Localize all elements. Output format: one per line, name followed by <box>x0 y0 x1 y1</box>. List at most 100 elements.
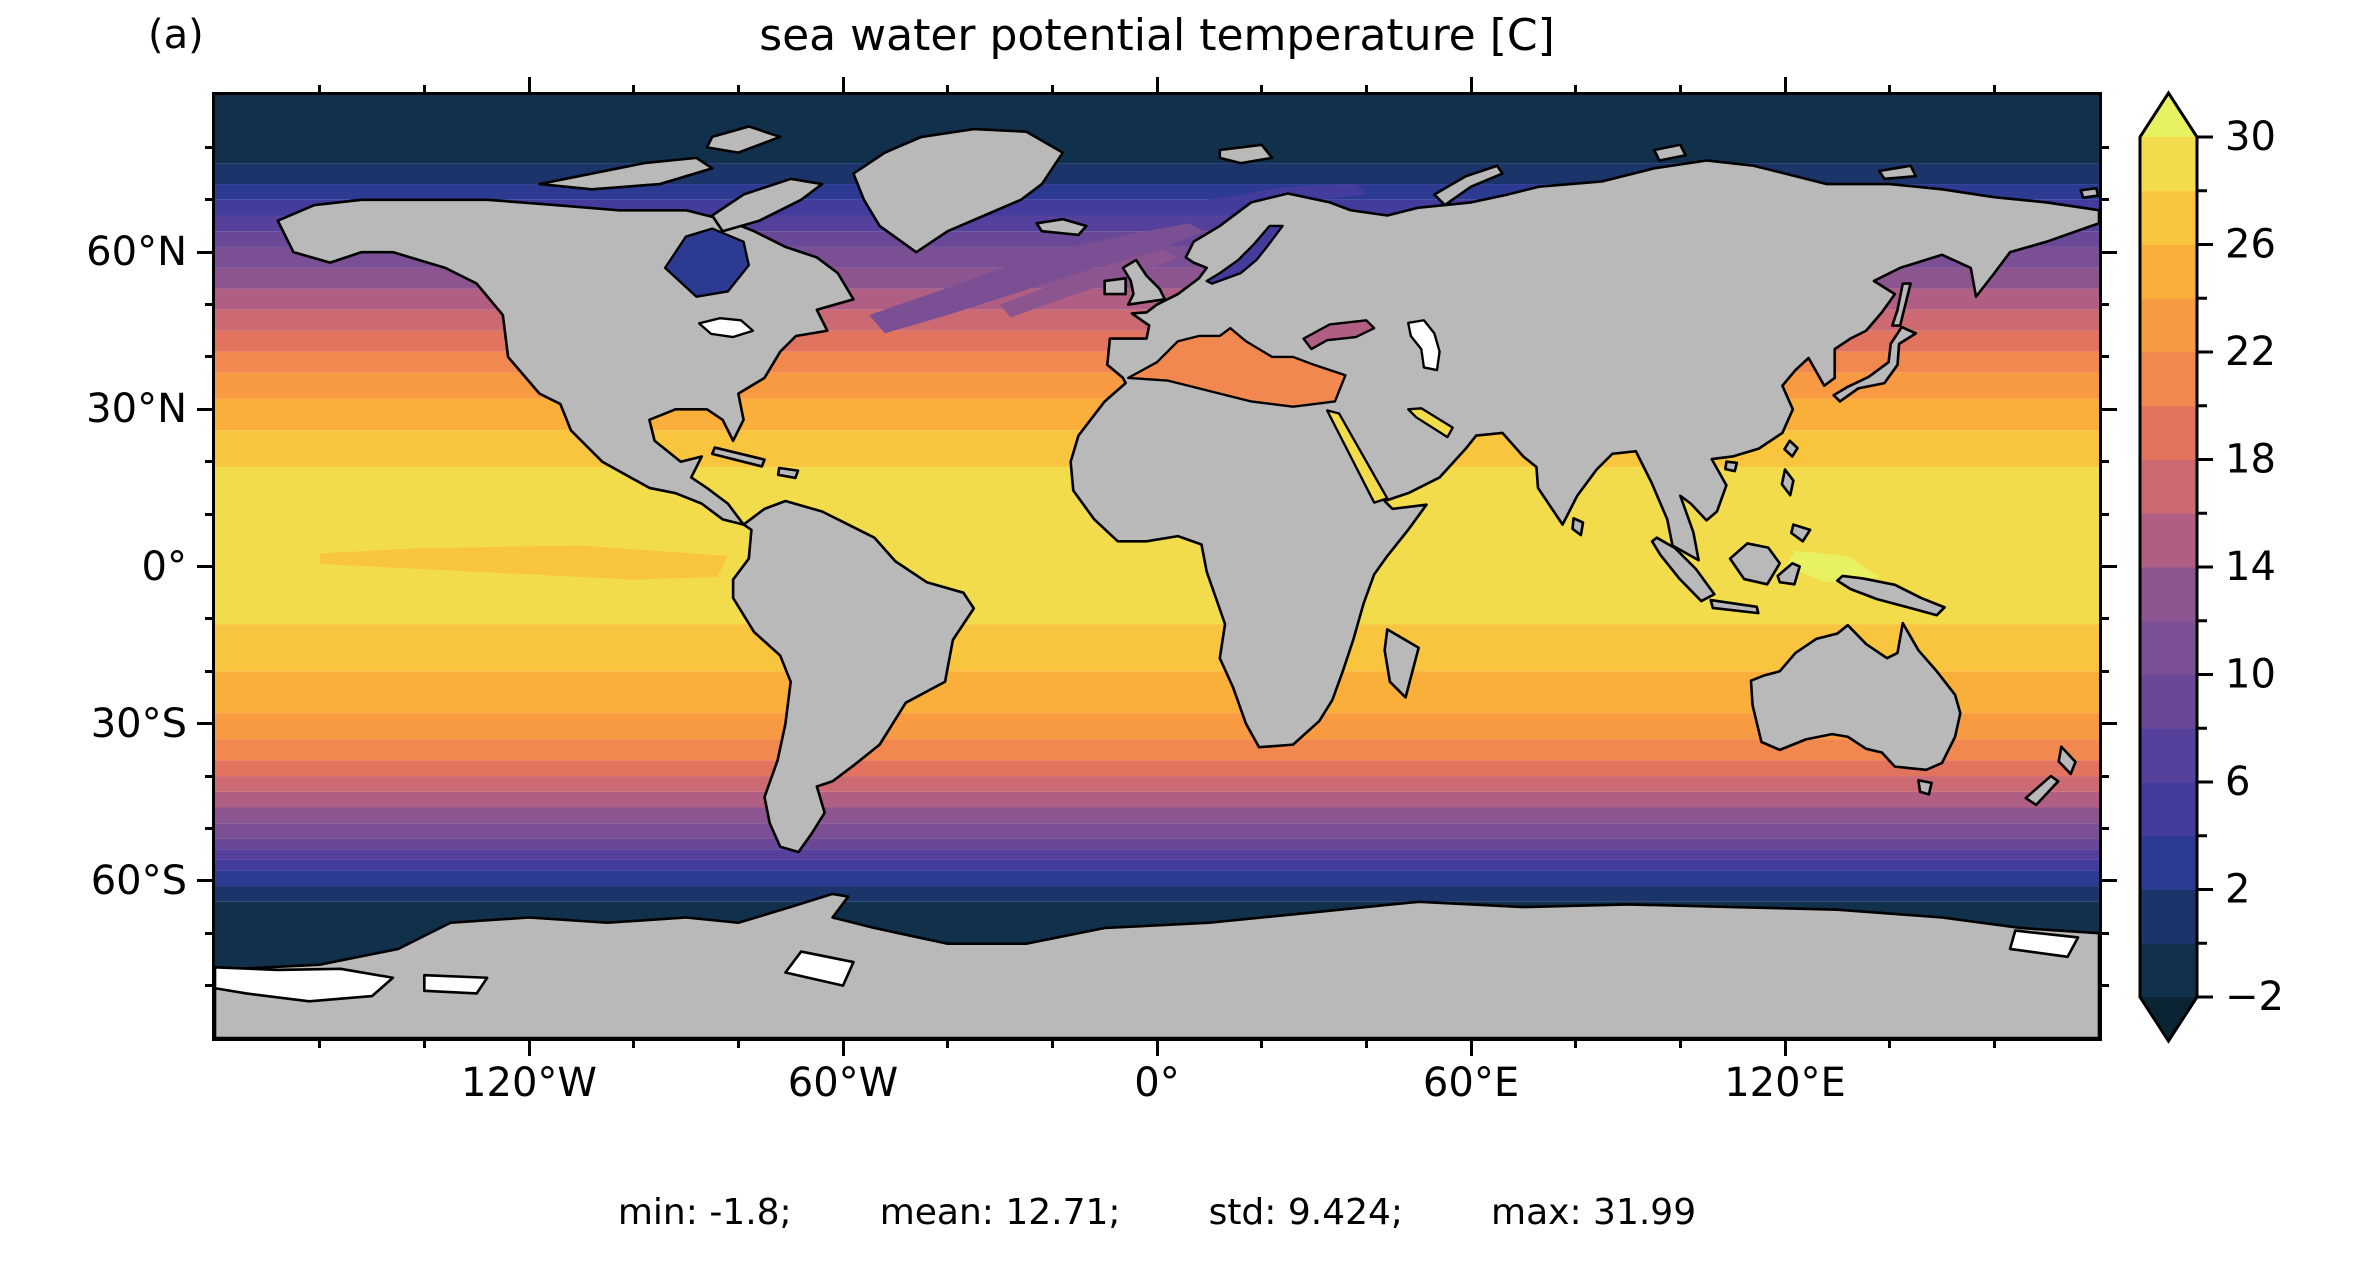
novaya-zemlya <box>1433 164 1504 207</box>
colorbar-tick-labels: 30 26 22 18 14 10 6 2 −2 <box>2225 114 2284 1020</box>
ocean-band <box>215 807 2099 824</box>
ross-ice-shelf-west <box>215 965 395 1003</box>
stat-std: std: 9.424; <box>1208 1192 1404 1233</box>
caspian-sea <box>1407 319 1441 372</box>
land-masses <box>215 125 2099 1038</box>
canadian-arctic-islands <box>538 156 714 191</box>
axis-tick <box>205 303 215 307</box>
mediterranean-sea <box>1127 326 1347 408</box>
x-tick-label: 0° <box>1134 1060 1180 1106</box>
greenland <box>852 127 1065 254</box>
axis-tick <box>2099 984 2109 988</box>
stat-max: max: 31.99 <box>1491 1192 1697 1233</box>
luzon <box>1780 468 1795 497</box>
axis-tick <box>1783 77 1787 95</box>
axis-tick <box>1783 1038 1787 1056</box>
x-tick-label: 60°W <box>787 1060 899 1106</box>
axis-tick <box>205 617 215 621</box>
y-tick-label: 60°S <box>90 857 187 904</box>
colorbar-tick-label: 10 <box>2225 652 2276 698</box>
east-pacific-cold-tongue <box>319 545 728 580</box>
axis-tick <box>841 77 845 95</box>
colorbar-band <box>2140 298 2197 353</box>
axis-tick <box>318 85 322 95</box>
colorbar-ticks <box>2197 135 2213 999</box>
colorbar-band <box>2140 943 2197 998</box>
ocean-band <box>215 95 2099 164</box>
eurasia-africa <box>1069 159 2099 749</box>
axis-tick <box>197 722 215 726</box>
taiwan <box>1783 439 1799 458</box>
colorbar-tick-label: 14 <box>2225 544 2276 590</box>
colorbar-band <box>2140 674 2197 729</box>
axis-tick <box>318 1038 322 1048</box>
axis-tick <box>1469 77 1473 95</box>
colorbar-band <box>2140 567 2197 622</box>
axis-tick <box>1469 1038 1473 1056</box>
red-sea <box>1325 409 1389 504</box>
severnaya-zemlya <box>1652 143 1687 162</box>
axis-tick <box>1888 1038 1892 1048</box>
x-tick-label: 120°W <box>461 1060 597 1106</box>
axis-tick <box>205 460 215 464</box>
axis-tick <box>1155 77 1159 95</box>
ocean-band <box>215 838 2099 850</box>
axis-tick <box>527 1038 531 1056</box>
axis-tick <box>946 85 950 95</box>
axis-tick <box>1260 85 1264 95</box>
ellesmere-island <box>705 125 782 154</box>
sakhalin <box>1890 282 1912 327</box>
hudson-bay <box>663 227 750 298</box>
axis-tick <box>632 85 636 95</box>
axis-tick <box>2099 198 2109 202</box>
colorbar-tick-label: 30 <box>2225 114 2276 160</box>
wrangel-island <box>2079 186 2099 199</box>
axis-tick <box>2099 303 2109 307</box>
axis-tick <box>197 565 215 568</box>
axis-tick <box>1678 1038 1682 1048</box>
sumatra <box>1650 536 1716 603</box>
ross-ice-shelf-east <box>2008 929 2080 959</box>
y-tick-label: 30°N <box>86 386 187 433</box>
axis-tick <box>205 826 215 830</box>
svalbard <box>1218 143 1274 165</box>
axis-tick <box>2099 512 2109 516</box>
colorbar-band <box>2140 513 2197 568</box>
ocean-band <box>215 760 2099 777</box>
axis-tick <box>205 931 215 935</box>
colorbar-band <box>2140 244 2197 299</box>
great-lakes <box>697 316 755 339</box>
axis-tick <box>197 407 215 411</box>
axis-tick <box>205 512 215 516</box>
axis-tick <box>2099 407 2117 411</box>
ocean-band <box>215 870 2099 887</box>
axis-tick <box>2099 826 2109 830</box>
new-zealand-south <box>2024 774 2060 807</box>
madagascar <box>1383 628 1420 699</box>
ireland <box>1103 277 1127 296</box>
axis-tick <box>205 669 215 673</box>
borneo <box>1728 542 1782 586</box>
axis-tick <box>197 879 215 883</box>
colorbar-shape <box>2140 997 2197 1041</box>
axis-tick <box>736 85 740 95</box>
ronne-ice-shelf <box>784 950 855 987</box>
axis-tick <box>197 250 215 254</box>
axis-tick <box>1992 85 1996 95</box>
baltic-sea <box>1205 224 1284 285</box>
axis-tick <box>2099 250 2117 254</box>
axis-tick <box>1155 1038 1159 1056</box>
stat-min: min: -1.8; <box>617 1192 792 1233</box>
colorbar-band <box>2140 782 2197 837</box>
japan <box>1832 325 1918 403</box>
colorbar-shape <box>2140 93 2197 137</box>
cuba <box>710 446 766 468</box>
colorbar-tick-label: 26 <box>2225 222 2276 268</box>
axis-tick <box>632 1038 636 1048</box>
antarctic-ice-shelves <box>215 929 2080 1003</box>
inland-seas <box>663 224 1454 504</box>
antarctica <box>215 892 2099 1038</box>
ocean-band <box>215 791 2099 808</box>
ocean-band <box>215 776 2099 792</box>
west-antarctic-ice <box>423 973 489 995</box>
